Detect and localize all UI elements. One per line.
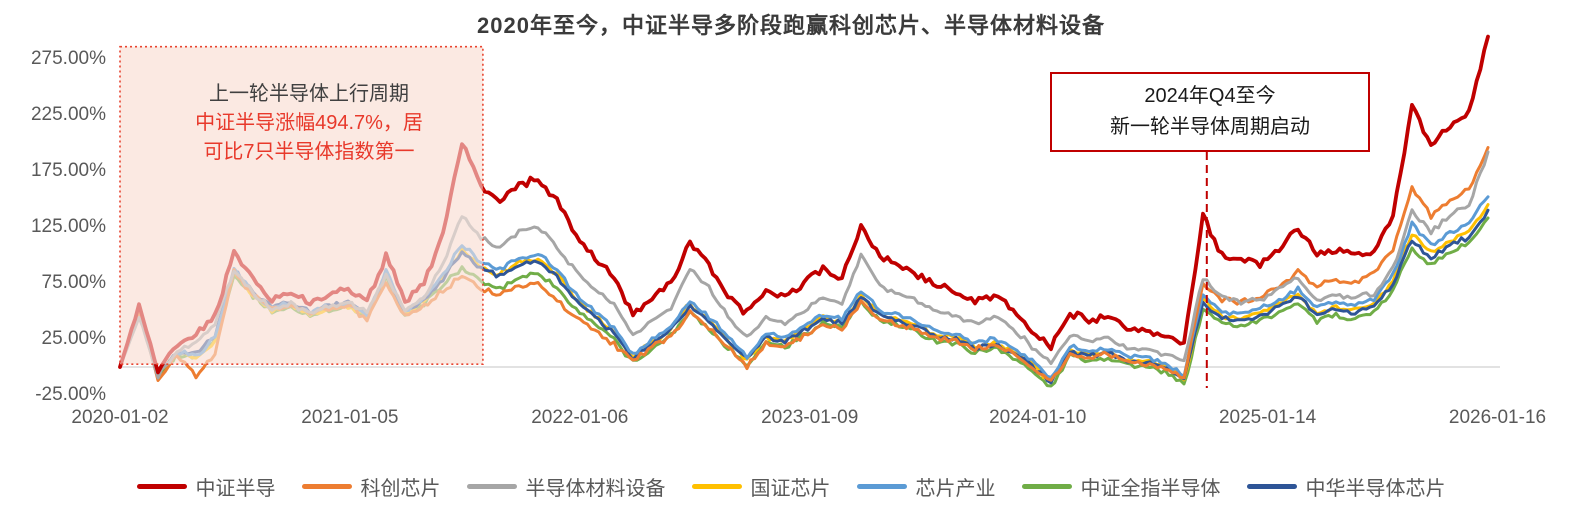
chart-legend: 中证半导 科创芯片 半导体材料设备 国证芯片 芯片产业 中证全指半导体 中华半导体芯片 bbox=[0, 472, 1582, 501]
legend-item: 中华半导体芯片 bbox=[1246, 472, 1446, 501]
legend-label: 中证全指半导体 bbox=[1080, 478, 1221, 500]
x-tick-label: 2022-01-06 bbox=[531, 407, 629, 428]
x-tick-label: 2026-01-16 bbox=[1448, 407, 1547, 428]
y-tick-label: 225.00% bbox=[30, 104, 106, 125]
legend-line-swatch bbox=[1021, 484, 1072, 489]
y-tick-label: 175.00% bbox=[30, 160, 106, 181]
y-tick-label: -25.00% bbox=[35, 384, 106, 405]
previous-cycle-annotation: 上一轮半导体上行周期 中证半导涨幅494.7%，居 可比7只半导体指数第一 bbox=[128, 80, 490, 167]
y-tick-label: 125.00% bbox=[30, 216, 106, 237]
highlight-region-wash bbox=[120, 46, 483, 365]
legend-item: 芯片产业 bbox=[856, 472, 996, 501]
x-tick-label: 2023-01-09 bbox=[761, 407, 859, 428]
legend-item: 国证芯片 bbox=[691, 472, 831, 501]
new-cycle-line1: 2024年Q4至今 bbox=[1144, 85, 1276, 107]
legend-line-swatch bbox=[136, 484, 187, 489]
legend-label: 半导体材料设备 bbox=[525, 478, 666, 500]
legend-label: 科创芯片 bbox=[360, 478, 441, 500]
y-tick-label: 75.00% bbox=[41, 272, 106, 293]
legend-item: 半导体材料设备 bbox=[466, 472, 666, 501]
chart-title: 2020年至今，中证半导多阶段跑赢科创芯片、半导体材料设备 bbox=[477, 13, 1105, 38]
y-tick-label: 275.00% bbox=[30, 48, 106, 69]
legend-item: 科创芯片 bbox=[301, 472, 441, 501]
legend-label: 中华半导体芯片 bbox=[1305, 478, 1446, 500]
legend-line-swatch bbox=[691, 484, 742, 489]
highlight-region-border bbox=[119, 45, 484, 365]
previous-cycle-line3: 可比7只半导体指数第一 bbox=[203, 141, 415, 163]
x-tick-label: 2020-01-02 bbox=[71, 407, 169, 428]
legend-label: 国证芯片 bbox=[750, 478, 831, 500]
previous-cycle-line1: 上一轮半导体上行周期 bbox=[209, 83, 409, 105]
previous-cycle-line2: 中证半导涨幅494.7%，居 bbox=[195, 112, 423, 134]
x-tick-label: 2021-01-05 bbox=[301, 407, 399, 428]
legend-line-swatch bbox=[466, 484, 517, 489]
legend-item: 中证半导 bbox=[136, 472, 276, 501]
y-tick-label: 25.00% bbox=[41, 328, 106, 349]
new-cycle-line2: 新一轮半导体周期启动 bbox=[1110, 116, 1310, 138]
x-tick-label: 2025-01-14 bbox=[1218, 407, 1317, 428]
legend-line-swatch bbox=[301, 484, 352, 489]
new-cycle-annotation-box: 2024年Q4至今 新一轮半导体周期启动 bbox=[1050, 72, 1370, 152]
legend-label: 中证半导 bbox=[195, 478, 276, 500]
legend-line-swatch bbox=[856, 484, 907, 489]
legend-item: 中证全指半导体 bbox=[1021, 472, 1221, 501]
legend-line-swatch bbox=[1246, 484, 1297, 489]
legend-label: 芯片产业 bbox=[915, 478, 996, 500]
x-tick-label: 2024-01-10 bbox=[989, 407, 1087, 428]
